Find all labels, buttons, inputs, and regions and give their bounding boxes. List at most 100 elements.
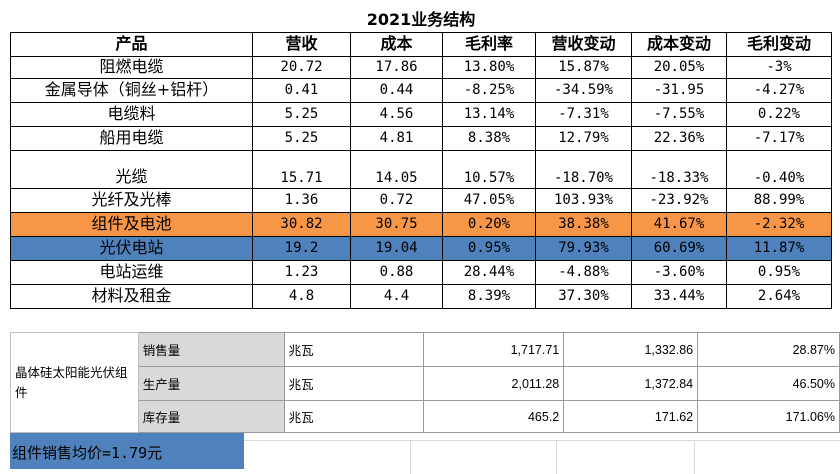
value-cell: -4.88% (535, 259, 632, 285)
value-cell: 0.41 (252, 77, 351, 103)
value-cell: 19.04 (350, 235, 443, 261)
header-cell: 营收变动 (535, 31, 632, 57)
value-cell: 4.56 (350, 101, 443, 127)
product-name-cell: 光纤及光棒 (10, 187, 253, 213)
product-name-cell: 电站运维 (10, 259, 253, 285)
sheet-gridline (10, 440, 840, 441)
value-cell: -4.27% (726, 77, 832, 103)
value-cell: 28.44% (442, 259, 536, 285)
metric-label: 销售量 (137, 332, 285, 367)
metric-label: 库存量 (137, 400, 285, 433)
product-name-cell: 材料及租金 (10, 283, 253, 309)
value-cell: 37.30% (535, 283, 632, 309)
product-name-cell: 船用电缆 (10, 125, 253, 151)
value-cell: 1,332.86 (563, 332, 699, 367)
group-label: 晶体硅太阳能光伏组件 (10, 332, 139, 433)
value-cell: 4.8 (252, 283, 351, 309)
avg-price-note: 组件销售均价=1.79元 (10, 433, 244, 469)
value-cell: 465.2 (423, 400, 565, 433)
value-cell: 38.38% (535, 211, 632, 237)
value-cell: 4.81 (350, 125, 443, 151)
value-cell: 1.36 (252, 187, 351, 213)
sheet-gridline (410, 440, 411, 474)
value-cell: -34.59% (535, 77, 632, 103)
sheet-gridline (694, 440, 695, 474)
value-cell: 20.05% (631, 55, 727, 79)
value-cell: 1.23 (252, 259, 351, 285)
value-cell: 1,372.84 (563, 366, 699, 401)
value-cell: 2.64% (726, 283, 832, 309)
value-cell: 30.82 (252, 211, 351, 237)
value-cell: -7.31% (535, 101, 632, 127)
value-cell: 5.25 (252, 101, 351, 127)
table-row: 阻燃电缆 20.72 17.86 13.80% 15.87% 20.05% -3% (10, 55, 832, 79)
header-row: 产品 营收 成本 毛利率 营收变动 成本变动 毛利变动 (10, 31, 832, 57)
value-cell: 8.38% (442, 125, 536, 151)
value-cell: 15.87% (535, 55, 632, 79)
header-cell: 毛利变动 (726, 31, 832, 57)
value-cell: 0.95% (442, 235, 536, 261)
value-cell: -3.60% (631, 259, 727, 285)
product-name-cell: 组件及电池 (10, 211, 253, 237)
value-cell: 171.62 (563, 400, 699, 433)
unit-cell: 兆瓦 (283, 400, 425, 433)
value-cell: -7.17% (726, 125, 832, 151)
value-cell: -31.95 (631, 77, 727, 103)
table-title: 2021业务结构 (10, 8, 832, 33)
table-row: 光纤及光棒 1.36 0.72 47.05% 103.93% -23.92% 88.99% (10, 187, 832, 213)
value-cell: 15.71 (252, 149, 351, 189)
value-cell: 47.05% (442, 187, 536, 213)
value-cell: 13.80% (442, 55, 536, 79)
table-row: 光缆 15.71 14.05 10.57% -18.70% -18.33% -0.40% (10, 149, 832, 189)
value-cell: 0.95% (726, 259, 832, 285)
header-cell: 成本变动 (631, 31, 727, 57)
table-row: 电站运维 1.23 0.88 28.44% -4.88% -3.60% 0.95% (10, 259, 832, 285)
value-cell: 0.88 (350, 259, 443, 285)
value-cell: 0.72 (350, 187, 443, 213)
value-cell: 0.22% (726, 101, 832, 127)
table-row: 晶体硅太阳能光伏组件 销售量 兆瓦 1,717.71 1,332.86 28.87% (10, 332, 840, 433)
header-cell: 成本 (350, 31, 443, 57)
table-row: 生产量 兆瓦 2,011.28 1,372.84 46.50% (11, 366, 840, 401)
product-name-cell: 阻燃电缆 (10, 55, 253, 79)
value-cell: 1,717.71 (423, 332, 565, 367)
unit-cell: 兆瓦 (283, 366, 425, 401)
table-row: 材料及租金 4.8 4.4 8.39% 37.30% 33.44% 2.64% (10, 283, 832, 309)
value-cell: 79.93% (535, 235, 632, 261)
value-cell: 4.4 (350, 283, 443, 309)
product-name-cell: 金属导体（铜丝+铝杆） (10, 77, 253, 103)
table-row: 组件及电池 30.82 30.75 0.20% 38.38% 41.67% -2.32% (10, 211, 832, 237)
value-cell: 22.36% (631, 125, 727, 151)
value-cell: 8.39% (442, 283, 536, 309)
value-cell: 2,011.28 (423, 366, 565, 401)
value-cell: -18.70% (535, 149, 632, 189)
value-cell: -3% (726, 55, 832, 79)
product-name-cell: 光伏电站 (10, 235, 253, 261)
value-cell: 11.87% (726, 235, 832, 261)
value-cell: 10.57% (442, 149, 536, 189)
table-row: 金属导体（铜丝+铝杆） 0.41 0.44 -8.25% -34.59% -31.95 -4… (10, 77, 832, 103)
unit-cell: 兆瓦 (283, 332, 425, 367)
value-cell: -7.55% (631, 101, 727, 127)
value-cell: -18.33% (631, 149, 727, 189)
value-cell: 171.06% (697, 400, 840, 433)
value-cell: 0.44 (350, 77, 443, 103)
header-cell: 产品 (10, 31, 253, 57)
value-cell: 19.2 (252, 235, 351, 261)
value-cell: 60.69% (631, 235, 727, 261)
value-cell: 5.25 (252, 125, 351, 151)
value-cell: -8.25% (442, 77, 536, 103)
value-cell: 14.05 (350, 149, 443, 189)
value-cell: 20.72 (252, 55, 351, 79)
table-row: 电缆料 5.25 4.56 13.14% -7.31% -7.55% 0.22% (10, 101, 832, 127)
header-cell: 营收 (252, 31, 351, 57)
value-cell: 88.99% (726, 187, 832, 213)
value-cell: 46.50% (697, 366, 840, 401)
metric-label: 生产量 (137, 366, 285, 401)
table-row: 光伏电站 19.2 19.04 0.95% 79.93% 60.69% 11.87% (10, 235, 832, 261)
business-structure-table: 2021业务结构 产品 营收 成本 毛利率 营收变动 成本变动 毛利变动 阻燃电缆 20.72… (10, 8, 832, 309)
value-cell: -0.40% (726, 149, 832, 189)
value-cell: 17.86 (350, 55, 443, 79)
value-cell: -23.92% (631, 187, 727, 213)
pv-module-table: 晶体硅太阳能光伏组件 销售量 兆瓦 1,717.71 1,332.86 28.87% 生产量… (10, 332, 840, 433)
